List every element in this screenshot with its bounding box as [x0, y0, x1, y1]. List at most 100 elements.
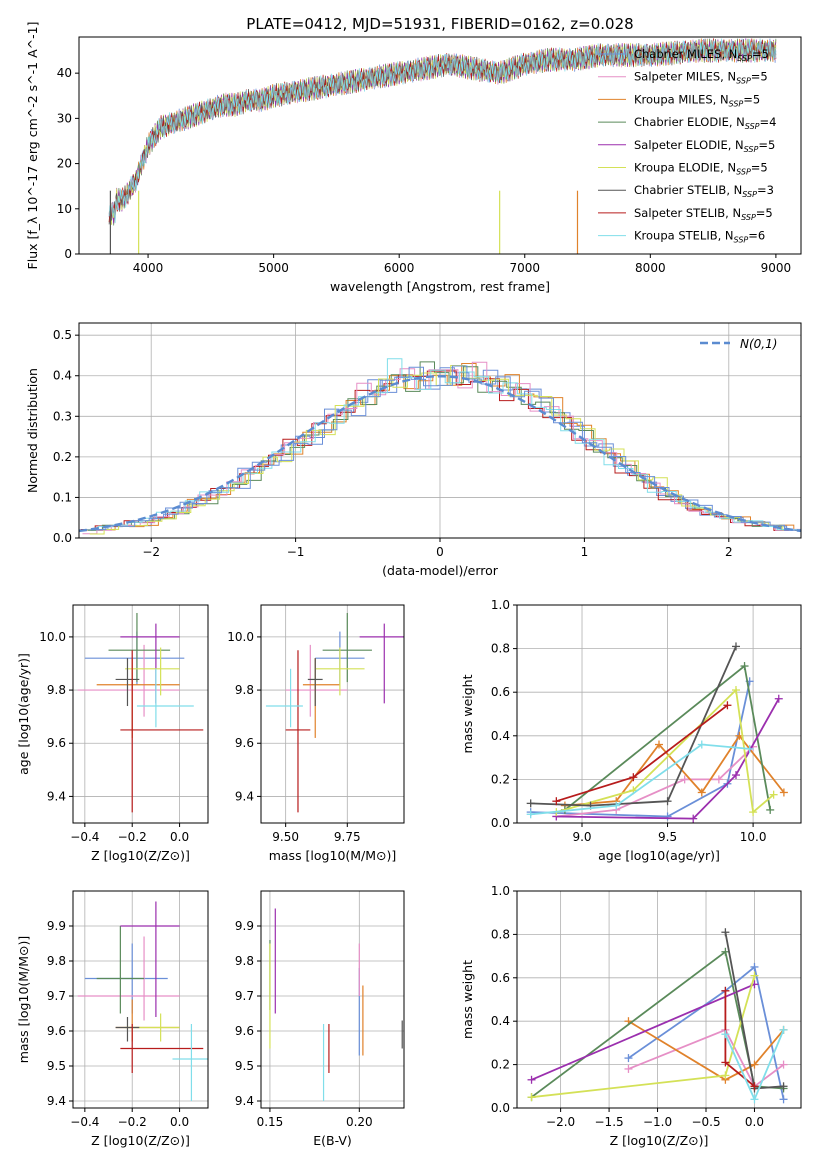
x-tick-label: −1.0 — [643, 1115, 672, 1129]
mass-weight-line — [531, 983, 755, 1081]
x-tick-label: 7000 — [509, 261, 540, 275]
legend-label: Salpeter STELIB, NSSP=5 — [634, 206, 773, 222]
x-tick-label: 5000 — [258, 261, 289, 275]
spectrum-panel: 4000 5000 6000 7000 8000 9000 0 10 20 30 40 wavelen… — [25, 22, 802, 294]
mass-weight-vs-z-panel: −2.0 −1.5 −1.0 −0.5 0.0 0.0 0.2 0.4 0.6 0.8 1.0 Z [… — [460, 884, 802, 1148]
x-tick-label: −2.0 — [546, 1115, 575, 1129]
legend-label: Kroupa STELIB, NSSP=6 — [634, 229, 765, 245]
legend-label: Chabrier STELIB, NSSP=3 — [634, 183, 774, 199]
age-vs-z-panel: −0.4 −0.2 0.0 9.4 9.6 9.8 10.0 Z [log10(Z/Z⊙)] a… — [16, 604, 209, 863]
x-tick-label: 0.15 — [257, 1115, 284, 1129]
x-tick-label: −0.4 — [70, 1115, 99, 1129]
x-tick-label: 2 — [725, 545, 733, 559]
y-tick-label: 9.9 — [47, 919, 66, 933]
mass-weight-vs-z-plot-area — [527, 928, 788, 1104]
legend-label: N(0,1) — [740, 337, 777, 351]
y-tick-label: 0.2 — [491, 1058, 510, 1072]
x-axis-label: Z [log10(Z/Z⊙)] — [91, 1133, 190, 1148]
y-tick-label: 0.8 — [491, 642, 510, 656]
y-tick-label: 9.6 — [47, 736, 66, 750]
x-tick-label: 0.0 — [170, 830, 189, 844]
x-tick-label: 4000 — [133, 261, 164, 275]
y-tick-label: 9.9 — [235, 919, 254, 933]
legend-label: Chabrier ELODIE, NSSP=4 — [634, 115, 776, 131]
y-tick-label: 9.4 — [47, 789, 66, 803]
x-axis-label: Z [log10(Z/Z⊙)] — [91, 848, 190, 863]
legend-label: Chabrier MILES, NSSP=5 — [634, 47, 769, 63]
mass-weight-line — [628, 1028, 785, 1088]
y-tick-label: 9.4 — [235, 1094, 254, 1108]
x-axis-label: wavelength [Angstrom, rest frame] — [330, 279, 550, 294]
y-tick-label: 9.6 — [235, 1024, 254, 1038]
spectrum-line — [108, 38, 777, 224]
y-tick-label: 9.6 — [235, 736, 254, 750]
y-tick-label: 9.8 — [235, 683, 254, 697]
mass-weight-line — [628, 1020, 785, 1081]
x-tick-label: −1 — [287, 545, 305, 559]
x-axis-label: Z [log10(Z/Z⊙)] — [610, 1133, 709, 1148]
y-tick-label: 0.8 — [491, 927, 510, 941]
y-tick-label: 0.3 — [53, 409, 72, 423]
x-tick-label: −1.5 — [595, 1115, 624, 1129]
x-tick-label: −0.5 — [691, 1115, 720, 1129]
mass-weight-vs-age-panel: 9.0 9.5 10.0 0.0 0.2 0.4 0.6 0.8 1.0 age [log10(a… — [460, 598, 802, 863]
mass-weight-line — [530, 681, 751, 818]
y-axis-label: Normed distribution — [25, 368, 40, 493]
x-axis-label: mass [log10(M/M⊙)] — [269, 848, 397, 863]
y-tick-label: 20 — [57, 157, 72, 171]
x-tick-label: −0.4 — [70, 830, 99, 844]
x-tick-label: 0 — [436, 545, 444, 559]
mass-vs-z-frame — [72, 890, 209, 1109]
x-tick-label: 8000 — [635, 261, 666, 275]
x-axis-label: E(B-V) — [313, 1133, 352, 1148]
y-tick-label: 9.8 — [47, 683, 66, 697]
gaussian-curve — [79, 374, 801, 533]
x-tick-label: 0.0 — [170, 1115, 189, 1129]
y-tick-label: 1.0 — [491, 884, 510, 898]
mass-vs-z-plot-area — [77, 901, 208, 1101]
y-tick-label: 0.2 — [53, 450, 72, 464]
y-tick-label: 9.7 — [235, 989, 254, 1003]
x-axis-label: (data-model)/error — [382, 563, 499, 578]
y-tick-label: 0.6 — [491, 685, 510, 699]
y-tick-label: 0 — [64, 247, 72, 261]
y-axis-label: mass [log10(M/M⊙)] — [16, 936, 31, 1064]
spectrum-plot-area — [108, 38, 777, 254]
y-tick-label: 9.8 — [47, 954, 66, 968]
histogram-step — [89, 365, 801, 535]
legend-label: Kroupa ELODIE, NSSP=5 — [634, 161, 768, 177]
y-tick-label: 9.4 — [235, 789, 254, 803]
x-tick-label: 10.0 — [740, 830, 767, 844]
x-tick-label: 0.20 — [346, 1115, 373, 1129]
y-tick-label: 9.5 — [235, 1059, 254, 1073]
mass-weight-line — [627, 965, 785, 1100]
y-tick-label: 0.2 — [491, 772, 510, 786]
age-vs-z-frame — [72, 604, 209, 824]
y-tick-label: 9.5 — [47, 1059, 66, 1073]
y-tick-label: 0.0 — [491, 1101, 510, 1115]
y-tick-label: 10 — [57, 202, 72, 216]
mass-weight-line — [564, 734, 785, 807]
y-tick-label: 0.0 — [491, 816, 510, 830]
mass-vs-ebv-frame — [260, 890, 405, 1109]
mass-weight-vs-age-frame — [516, 604, 802, 824]
y-tick-label: 1.0 — [491, 598, 510, 612]
mass-vs-ebv-panel: 0.15 0.20 9.4 9.5 9.6 9.7 9.8 9.9 E(B-V) — [235, 890, 405, 1148]
y-tick-label: 9.6 — [47, 1024, 66, 1038]
y-tick-label: 9.8 — [235, 954, 254, 968]
age-vs-mass-plot-area — [265, 612, 404, 813]
x-tick-label: −0.2 — [118, 1115, 147, 1129]
legend-label: Salpeter MILES, NSSP=5 — [634, 70, 768, 86]
residuals-panel: −2 −1 0 1 2 0.0 0.1 0.2 0.3 0.4 0.5 (data-model)/er… — [25, 322, 802, 578]
residuals-plot-area — [79, 358, 801, 535]
x-tick-label: 9000 — [761, 261, 792, 275]
mass-weight-vs-age-plot-area — [526, 642, 788, 823]
x-tick-label: 9.75 — [334, 830, 361, 844]
spectrum-frame — [78, 36, 802, 255]
figure-title: PLATE=0412, MJD=51931, FIBERID=0162, z=0… — [246, 15, 633, 33]
x-axis-label: age [log10(age/yr)] — [598, 848, 720, 863]
legend-label: Salpeter ELODIE, NSSP=5 — [634, 138, 775, 154]
x-tick-label: 1 — [581, 545, 589, 559]
legend-label: Kroupa MILES, NSSP=5 — [634, 92, 760, 108]
